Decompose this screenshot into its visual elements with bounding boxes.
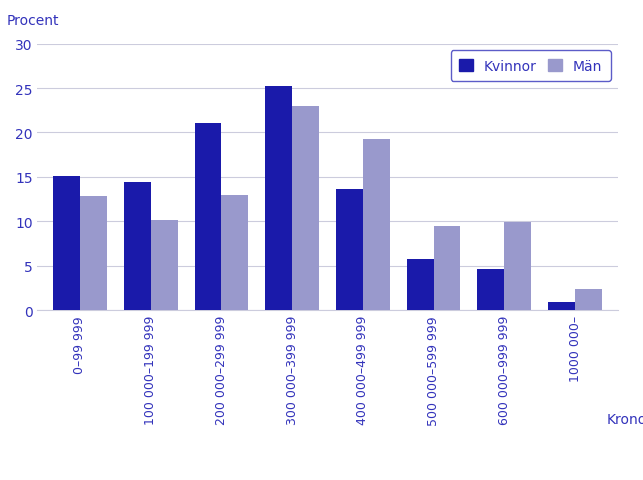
Legend: Kvinnor, Män: Kvinnor, Män [451, 51, 611, 82]
Bar [504, 223, 531, 311]
Bar [195, 123, 221, 311]
Bar [221, 195, 248, 311]
Bar [124, 183, 150, 311]
Bar [292, 107, 319, 311]
Bar [336, 190, 363, 311]
Bar [80, 196, 107, 311]
Bar [548, 302, 575, 311]
Bar [575, 289, 602, 311]
Bar [150, 221, 177, 311]
Bar [407, 259, 433, 311]
Bar [433, 227, 460, 311]
Bar [363, 139, 390, 311]
Text: Procent: Procent [6, 14, 59, 28]
Bar [266, 87, 292, 311]
Bar [478, 270, 504, 311]
X-axis label: Kronor: Kronor [606, 412, 643, 426]
Bar [53, 177, 80, 311]
